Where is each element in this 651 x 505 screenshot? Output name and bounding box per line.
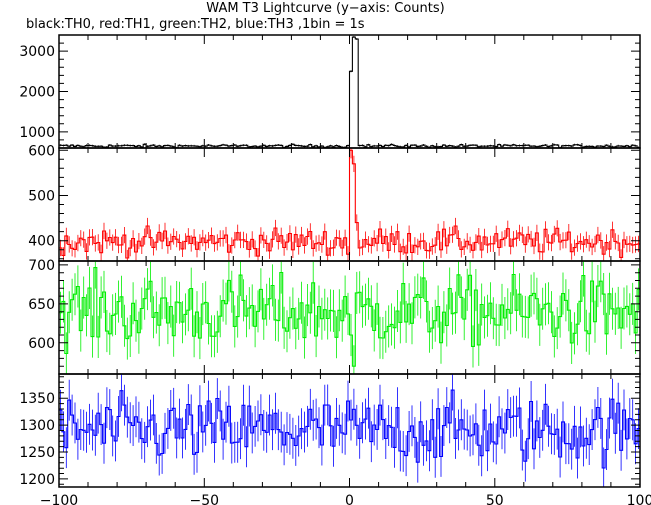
y-tick-label-th1: 400 [28,234,55,250]
series-th1 [59,149,640,259]
series-th3 [59,389,640,469]
x-tick-label: 100 [627,493,651,505]
chart-title: WAM T3 Lightcurve (y−axis: Counts) [206,1,445,16]
x-tick-label: −100 [40,493,78,505]
y-tick-label-th3: 1300 [19,418,55,434]
y-tick-label-th0: 1000 [19,125,55,141]
y-tick-label-th2: 700 [28,258,55,274]
y-tick-label-th2: 650 [28,297,55,313]
y-tick-label-th2: 600 [28,336,55,352]
ticks-th0 [58,34,641,149]
y-tick-label-th3: 1350 [19,391,55,407]
x-tick-label: −50 [190,493,220,505]
x-tick-label: 0 [345,493,354,505]
ticks-th3 [58,374,641,487]
ticks-th1 [58,148,641,261]
series-th0 [59,36,640,149]
y-tick-label-th3: 1200 [19,472,55,488]
y-tick-label-th0: 2000 [19,85,55,101]
y-tick-label-th3: 1250 [19,445,55,461]
y-tick-label-th1: 600 [28,143,55,159]
chart-subtitle: black:TH0, red:TH1, green:TH2, blue:TH3 … [26,17,365,32]
x-tick-label: 50 [486,493,504,505]
y-tick-label-th1: 500 [28,189,55,205]
y-tick-label-th0: 3000 [19,44,55,60]
errorbars-th3 [60,374,639,487]
ticks-th2 [58,261,641,375]
series-th2 [59,267,640,367]
